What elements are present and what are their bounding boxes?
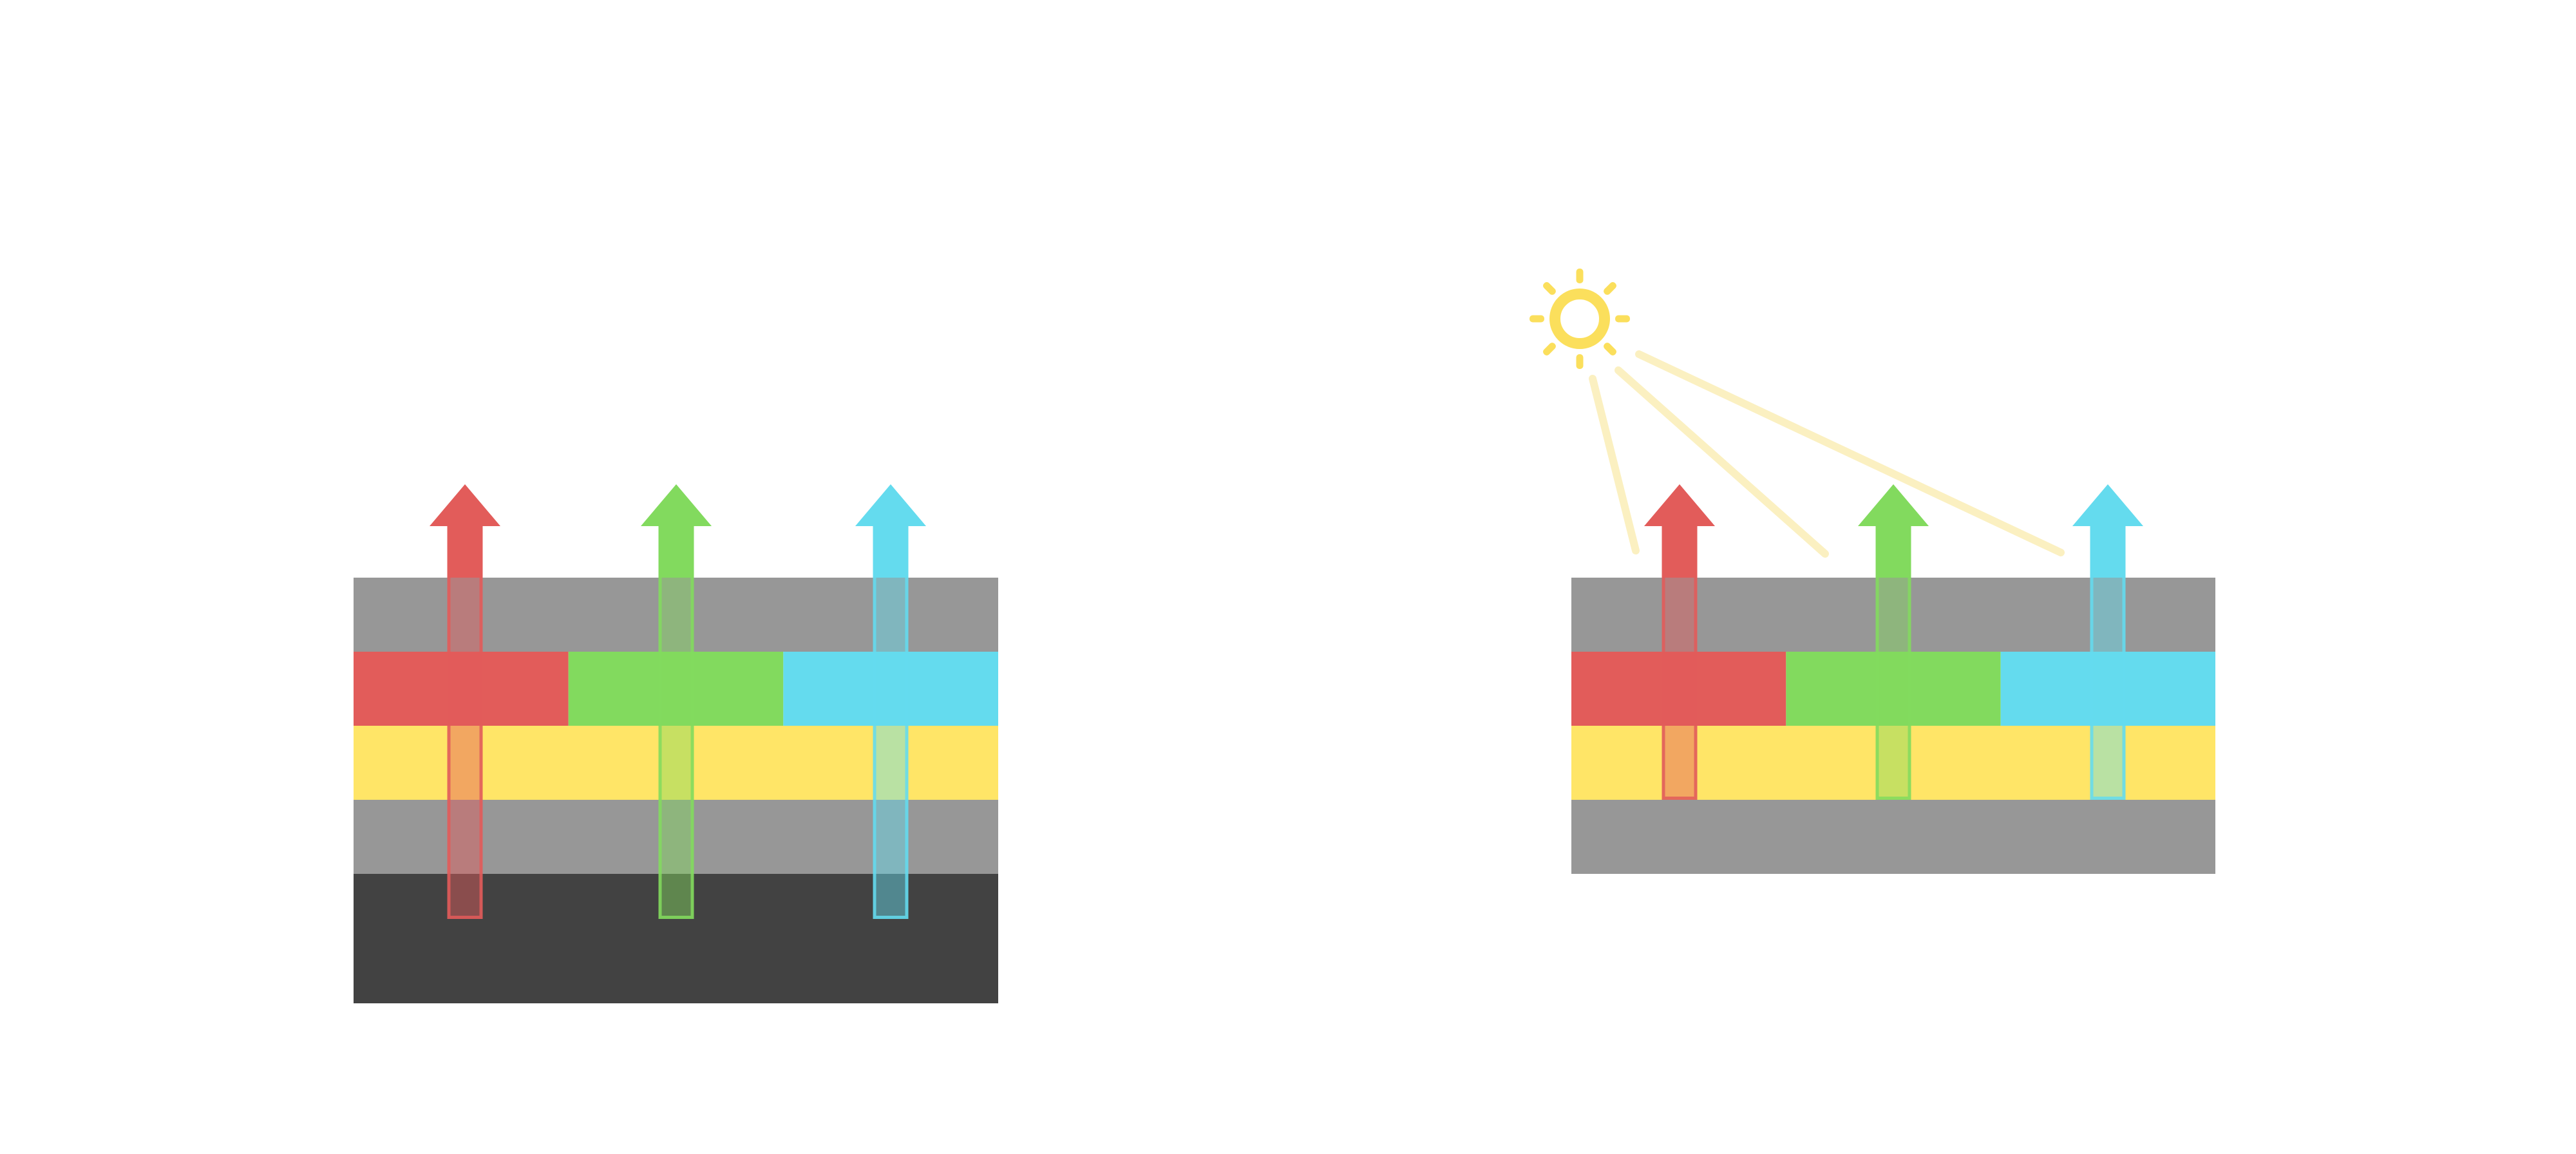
rgb-subpixel-layer-blue-segment [2000,652,2215,726]
rgb-subpixel-layer-blue-segment [783,652,998,726]
green-light-arrow-head [1858,484,1929,578]
blue-light-arrow-shaft-border [873,578,909,919]
blue-light-arrow-head [855,484,926,578]
rgb-subpixel-layer-green-segment [568,652,784,726]
green-light-arrow-shaft-border [1875,578,1911,800]
red-light-arrow-head [430,484,500,578]
sun-ray [1576,354,1584,369]
bottom-gray-layer [1571,800,2215,874]
green-light-arrow-translucent-shaft [1875,578,1911,800]
bottom-gray-layer [354,800,998,874]
green-light-arrow-translucent-shaft [658,578,694,919]
red-light-arrow-shaft-border [447,578,483,919]
sun-ring [1549,288,1610,349]
sun-ray [1604,343,1616,355]
top-gray-layer [1571,578,2215,652]
sunbeam-3 [1635,350,2065,556]
yellow-layer [1571,726,2215,800]
sun-ray [1615,315,1630,323]
sun-ray [1543,282,1556,295]
blue-light-arrow-head [2072,484,2143,578]
top-gray-layer [354,578,998,652]
blue-light-arrow-shaft-border [2090,578,2126,800]
reflective-display-stack [1530,269,2215,874]
sun-ray [1576,269,1584,283]
emissive-display-stack [354,484,998,1003]
blue-light-arrow-translucent-shaft [873,578,909,919]
sun-ray [1604,282,1616,295]
sun-icon [1530,269,1630,369]
red-light-arrow-shaft-border [1662,578,1698,800]
red-light-arrow-translucent-shaft [1662,578,1698,800]
sun-ray [1543,343,1556,355]
blue-light-arrow-translucent-shaft [2090,578,2126,800]
red-light-arrow-head [1644,484,1715,578]
green-light-arrow-shaft-border [658,578,694,919]
yellow-layer [354,726,998,800]
sun-ray [1530,315,1544,323]
rgb-subpixel-layer-red-segment [354,652,569,726]
red-light-arrow-translucent-shaft [447,578,483,919]
sunbeam-2 [1615,366,1829,558]
sunbeam-1 [1589,375,1640,554]
green-light-arrow-head [641,484,712,578]
rgb-subpixel-layer-red-segment [1571,652,1786,726]
backlight-substrate-layer [354,874,998,1003]
rgb-subpixel-layer-green-segment [1786,652,2001,726]
